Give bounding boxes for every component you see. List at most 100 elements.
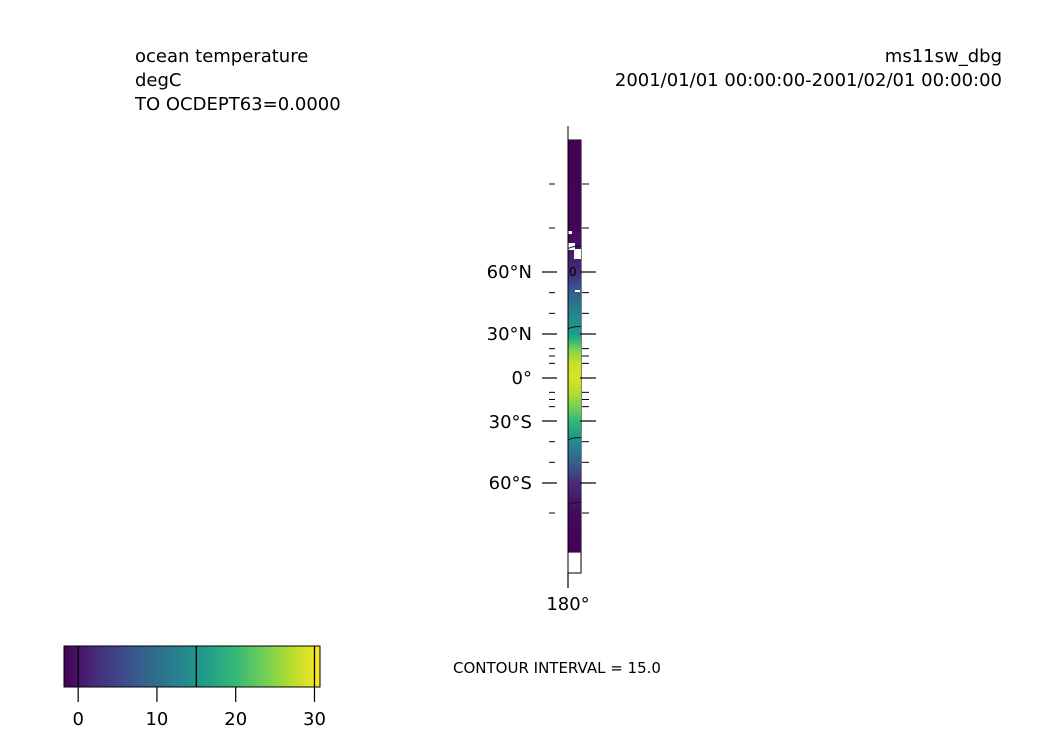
temperature-cell bbox=[568, 274, 581, 277]
temperature-cell bbox=[568, 258, 581, 264]
temperature-cell bbox=[568, 315, 581, 319]
colorbar-bar bbox=[63, 645, 321, 688]
temperature-cell bbox=[568, 329, 581, 333]
temperature-cell bbox=[568, 373, 581, 376]
temperature-cell bbox=[568, 393, 581, 396]
temperature-cell bbox=[568, 400, 581, 403]
temperature-cell bbox=[568, 348, 581, 351]
title-level: TO OCDEPT63=0.0000 bbox=[135, 94, 341, 115]
temperature-cell bbox=[568, 210, 581, 216]
temperature-cell bbox=[568, 513, 581, 517]
temperature-cell bbox=[568, 519, 581, 523]
temperature-cell bbox=[568, 307, 581, 310]
temperature-cell bbox=[568, 331, 581, 335]
temperature-cell bbox=[568, 474, 581, 478]
temperature-cell bbox=[568, 148, 581, 154]
temperature-cell bbox=[568, 354, 581, 357]
temperature-cell bbox=[568, 179, 581, 185]
temperature-cell bbox=[568, 228, 581, 233]
temperature-cell bbox=[568, 480, 581, 484]
temperature-cell bbox=[568, 435, 581, 439]
temperature-cell bbox=[568, 412, 581, 415]
temperature-cell bbox=[568, 458, 581, 461]
temperature-cell bbox=[568, 360, 581, 363]
temperature-cell bbox=[568, 292, 581, 296]
temperature-cell bbox=[568, 372, 581, 375]
temperature-cell bbox=[568, 305, 581, 308]
temperature-cell bbox=[568, 313, 581, 316]
colorbar-tick-label: 20 bbox=[224, 709, 247, 730]
temperature-cell bbox=[568, 427, 581, 430]
temperature-cell bbox=[568, 498, 581, 502]
temperature-cell bbox=[568, 534, 581, 538]
temperature-cell bbox=[568, 483, 581, 487]
temperature-cell bbox=[568, 454, 581, 457]
temperature-cell bbox=[568, 223, 581, 229]
temperature-cell bbox=[568, 153, 581, 159]
temperature-cell bbox=[568, 358, 581, 361]
temperature-cell bbox=[568, 389, 581, 392]
temperature-cell bbox=[568, 356, 581, 359]
temperature-cell bbox=[568, 366, 581, 369]
temperature-cell bbox=[568, 300, 581, 304]
temperature-cell bbox=[568, 290, 581, 294]
temperature-cell bbox=[568, 309, 581, 312]
temperature-cell bbox=[568, 492, 581, 496]
y-tick-labels: 60°N 30°N 0° 30°S 60°S bbox=[487, 262, 532, 494]
colorbar-contour-marks bbox=[77, 646, 316, 687]
temperature-cell bbox=[568, 345, 581, 348]
y-tick-label-equator: 0° bbox=[512, 368, 532, 389]
temperature-cell bbox=[568, 395, 581, 398]
sea-ice-gaps bbox=[568, 231, 581, 292]
land-mask-patch bbox=[575, 290, 580, 292]
contour-label: 0 bbox=[569, 265, 577, 279]
temperature-cell bbox=[568, 364, 581, 367]
temperature-cell bbox=[568, 188, 581, 194]
temperature-cell bbox=[568, 232, 581, 238]
temperature-cell bbox=[568, 525, 581, 529]
temperature-cell bbox=[568, 321, 581, 325]
temperature-cell bbox=[568, 385, 581, 388]
temperature-cell bbox=[568, 486, 581, 490]
title-right: ms11sw_dbg 2001/01/01 00:00:00-2001/02/0… bbox=[615, 45, 1002, 93]
temperature-cell bbox=[568, 441, 581, 445]
temperature-cell bbox=[568, 449, 581, 453]
temperature-cell bbox=[568, 334, 581, 337]
colorbar: 0 10 20 30 bbox=[63, 645, 326, 730]
temperature-cell bbox=[568, 402, 581, 405]
temperature-cell bbox=[568, 201, 581, 207]
temperature-cell bbox=[568, 192, 581, 198]
temperature-cell bbox=[568, 388, 581, 391]
temperature-cell bbox=[568, 157, 581, 163]
temperature-cell bbox=[568, 439, 581, 443]
temperature-cell bbox=[568, 347, 581, 350]
temperature-field bbox=[568, 140, 581, 553]
contour-line-15 bbox=[568, 326, 582, 330]
temperature-cell bbox=[568, 335, 581, 338]
temperature-cell bbox=[568, 476, 581, 480]
temperature-cell bbox=[568, 323, 581, 327]
temperature-cell bbox=[568, 540, 581, 544]
temperature-cell bbox=[568, 447, 581, 451]
temperature-cell bbox=[568, 416, 581, 419]
y-tick-label-30n: 30°N bbox=[487, 324, 532, 345]
temperature-cell bbox=[568, 363, 581, 366]
temperature-cell bbox=[568, 369, 581, 372]
y-tick-label-60n: 60°N bbox=[487, 262, 532, 283]
temperature-cell bbox=[568, 144, 581, 150]
temperature-cell bbox=[568, 380, 581, 383]
land-mask-patch bbox=[568, 243, 575, 250]
temperature-cell bbox=[568, 510, 581, 514]
temperature-cell bbox=[568, 396, 581, 399]
temperature-cell bbox=[568, 175, 581, 181]
temperature-cell bbox=[568, 478, 581, 482]
temperature-cell bbox=[568, 375, 581, 378]
temperature-cell bbox=[568, 219, 581, 225]
temperature-cell bbox=[568, 288, 581, 292]
temperature-cell bbox=[568, 489, 581, 493]
temperature-cell bbox=[568, 170, 581, 176]
temperature-cell bbox=[568, 278, 581, 281]
temperature-cell bbox=[568, 390, 581, 393]
temperature-cell bbox=[568, 276, 581, 279]
contour-line-0 bbox=[568, 501, 582, 505]
